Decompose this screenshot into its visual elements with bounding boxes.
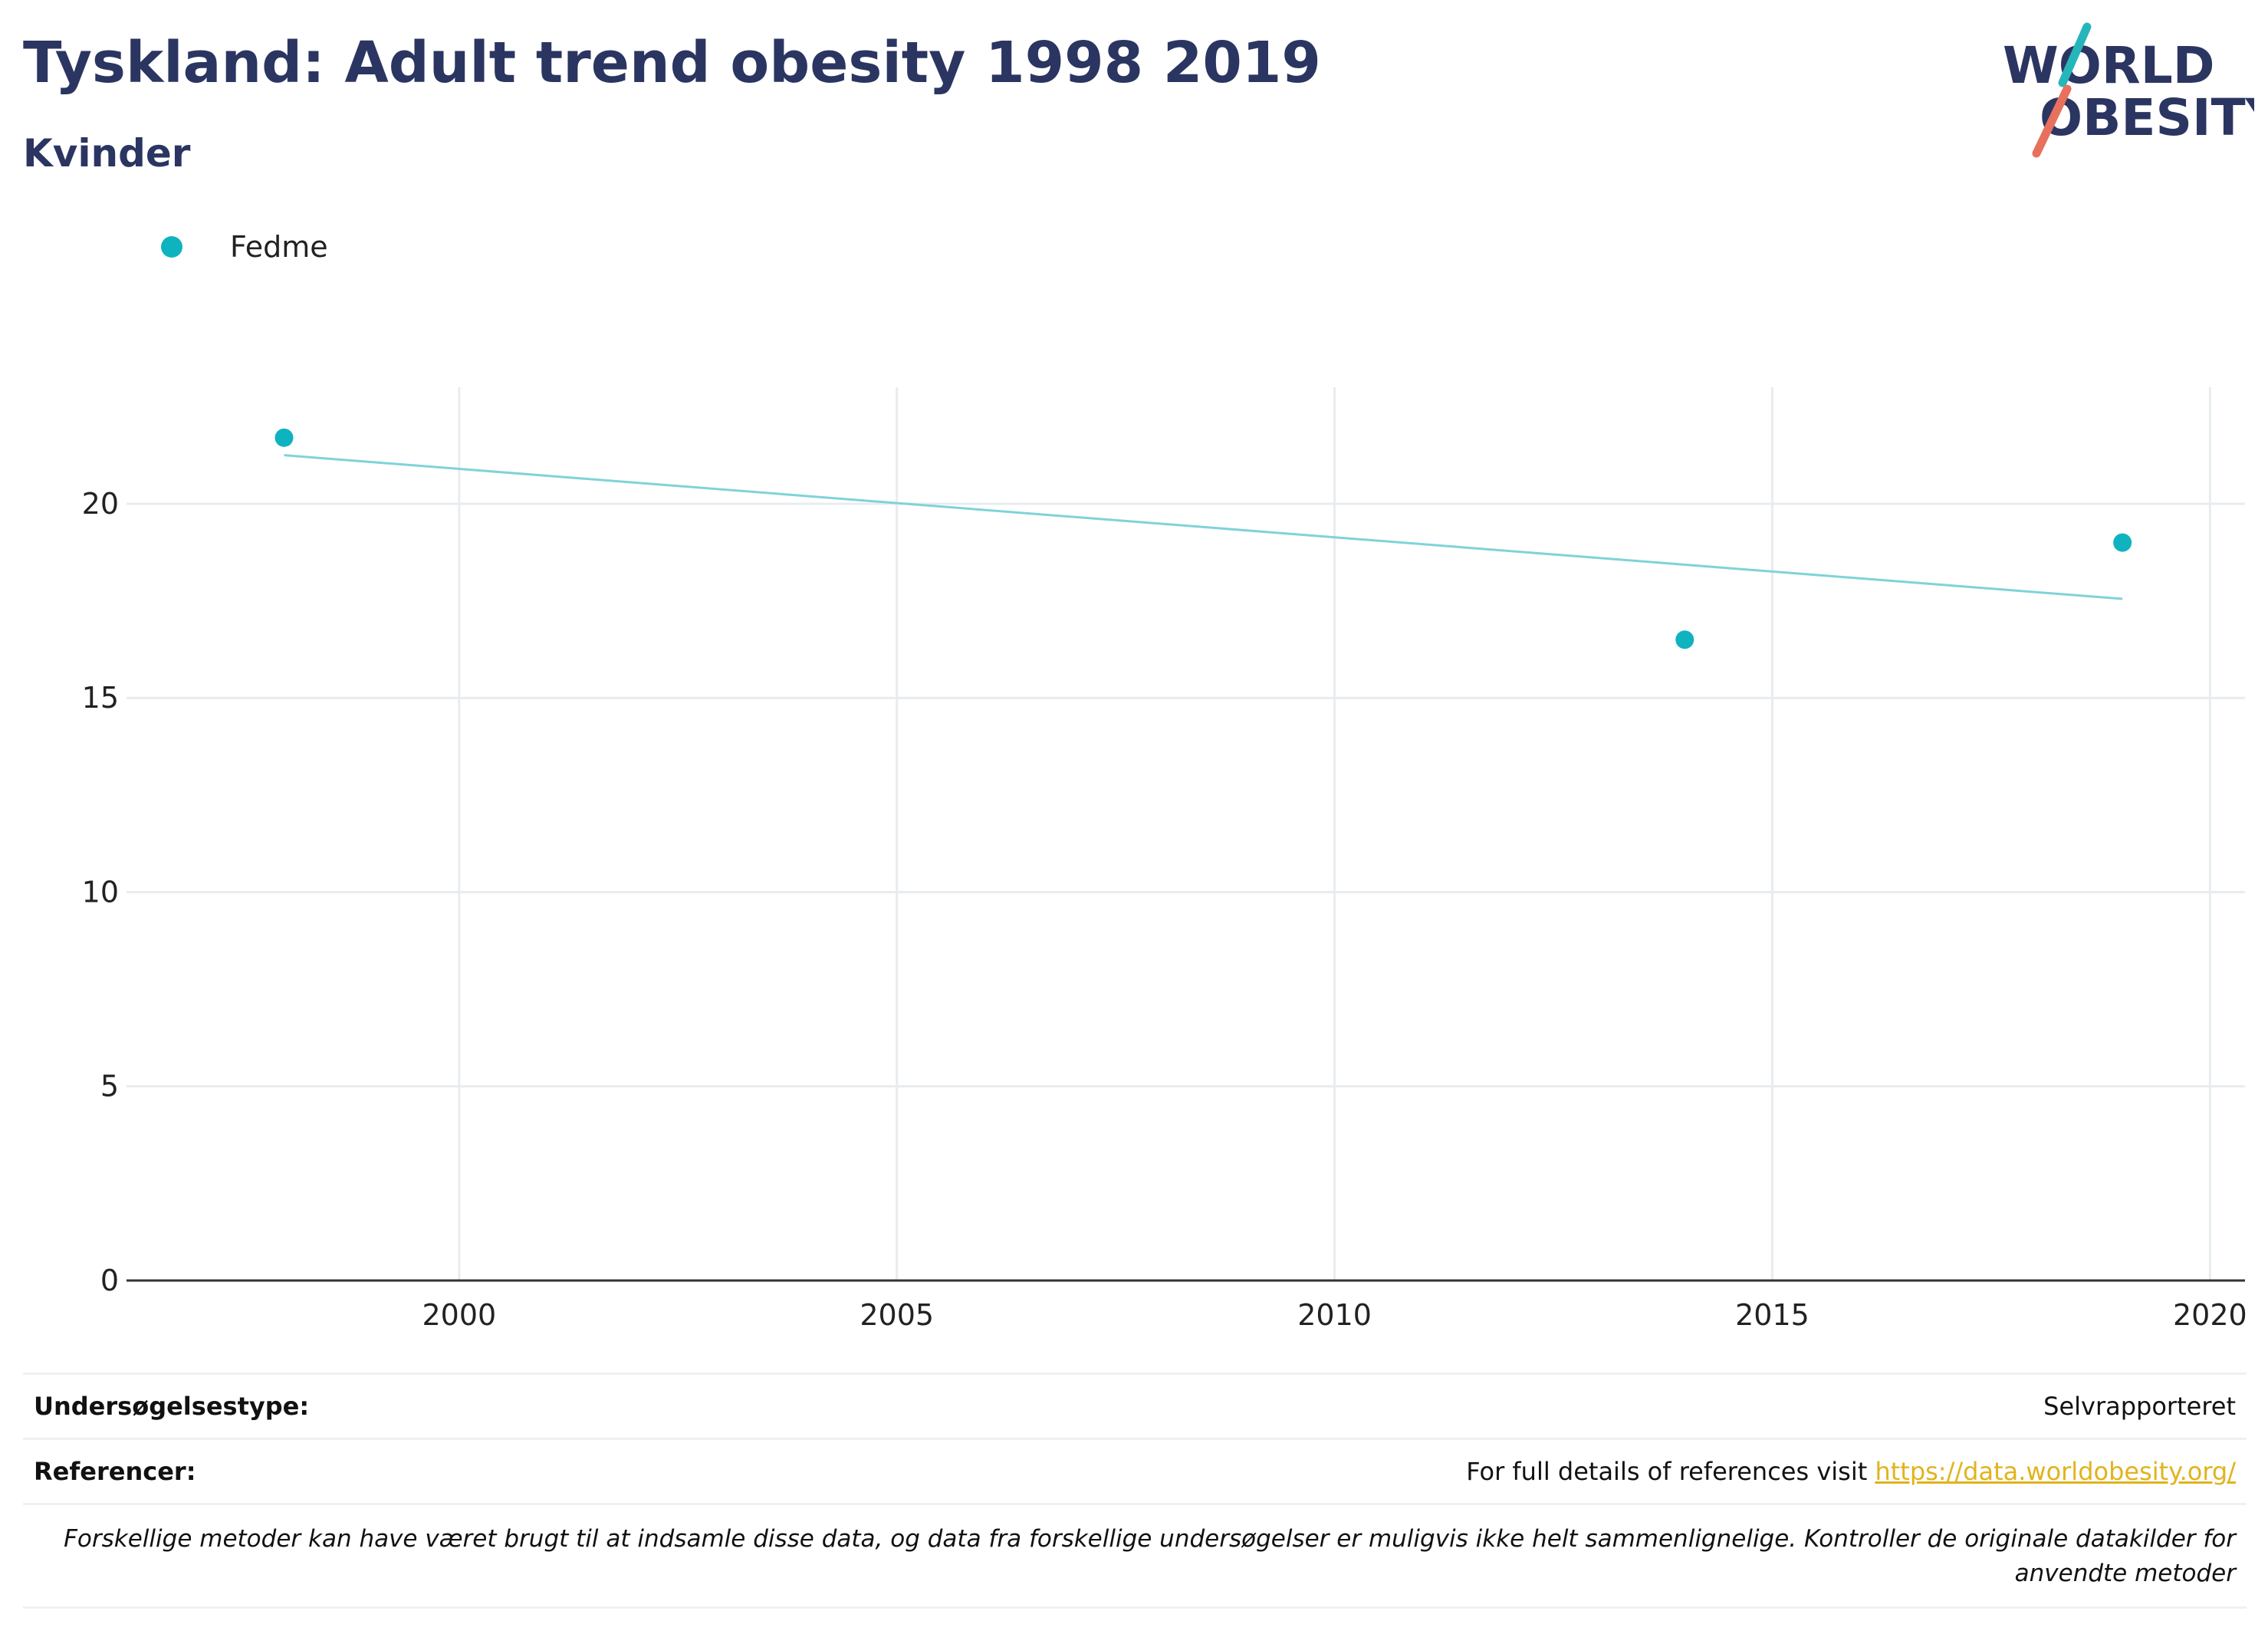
logo-coral-slash — [2032, 84, 2072, 158]
references-row: Referencer: For full details of referenc… — [23, 1438, 2247, 1503]
trend-line — [284, 454, 2123, 600]
references-label: Referencer: — [34, 1457, 196, 1486]
logo-word-obesity: OBESITY — [2040, 88, 2254, 147]
legend-marker — [161, 236, 182, 258]
logo-teal-slash — [2058, 22, 2092, 87]
y-tick-label: 0 — [100, 1264, 119, 1297]
survey-type-label: Undersøgelsestype: — [34, 1392, 310, 1421]
logo-word-world: WORLD — [2003, 36, 2215, 95]
survey-type-value: Selvrapporteret — [2043, 1392, 2236, 1421]
x-tick-label: 2010 — [1297, 1298, 1372, 1332]
legend-label-fedme: Fedme — [230, 230, 328, 264]
chart-subtitle: Kvinder — [23, 131, 191, 176]
x-tick-label: 2020 — [2173, 1298, 2247, 1332]
world-obesity-logo: WORLD OBESITY — [2003, 22, 2254, 158]
x-tick-label: 2000 — [422, 1298, 497, 1332]
x-tick-label: 2005 — [860, 1298, 934, 1332]
methods-note: Forskellige metoder kan have været brugt… — [23, 1503, 2247, 1609]
references-text: For full details of references visit — [1466, 1457, 1875, 1486]
y-tick-label: 5 — [100, 1070, 119, 1103]
x-tick-label: 2015 — [1735, 1298, 1809, 1332]
chart-plot: 0 5 10 15 20 2000 2005 2010 2015 2020 — [82, 387, 2247, 1332]
y-tick-label: 10 — [82, 875, 119, 909]
data-point — [2113, 533, 2132, 552]
survey-type-row: Undersøgelsestype: Selvrapporteret — [23, 1373, 2247, 1438]
legend: Fedme — [161, 230, 328, 264]
data-point — [274, 428, 294, 447]
chart-title: Tyskland: Adult trend obesity 1998 2019 — [23, 30, 1321, 96]
y-tick-label: 20 — [82, 487, 119, 521]
references-value: For full details of references visit htt… — [1466, 1457, 2236, 1486]
references-link[interactable]: https://data.worldobesity.org/ — [1875, 1457, 2236, 1486]
y-tick-label: 15 — [82, 681, 119, 715]
data-point — [1675, 630, 1694, 649]
footer-table: Undersøgelsestype: Selvrapporteret Refer… — [23, 1373, 2247, 1609]
